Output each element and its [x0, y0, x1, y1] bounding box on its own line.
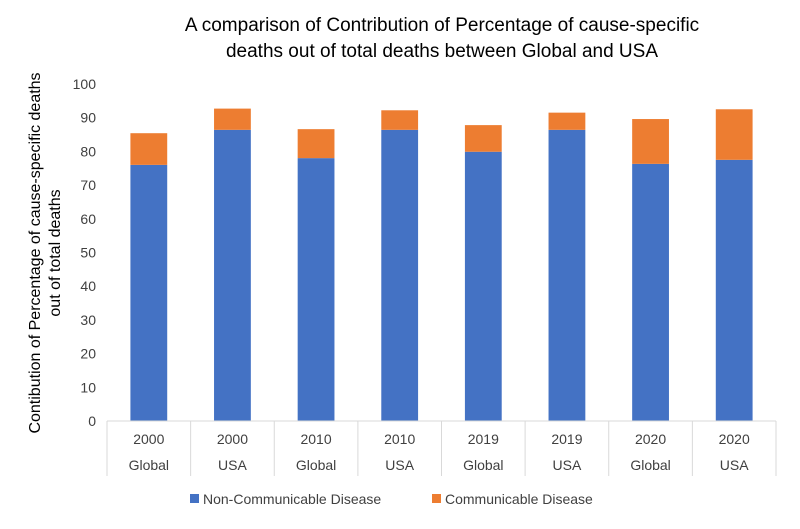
bar-non-communicable-2010-global: [297, 158, 335, 421]
x-tick-year: 2000: [133, 431, 164, 447]
x-tick-year: 2010: [384, 431, 415, 447]
bar-non-communicable-2000-usa: [214, 129, 251, 421]
y-tick-label: 0: [88, 413, 96, 429]
x-tick-year: 2019: [551, 431, 582, 447]
bar-non-communicable-2020-usa: [715, 159, 753, 421]
x-tick-region: USA: [553, 457, 582, 473]
legend-label: Communicable Disease: [445, 491, 593, 507]
y-tick-label: 80: [80, 143, 96, 159]
y-tick-label: 40: [80, 278, 96, 294]
y-axis-label-line-2: out of total deaths: [47, 189, 64, 316]
y-tick-label: 50: [80, 245, 96, 261]
x-tick-region: Global: [630, 457, 670, 473]
bar-communicable-2000-global: [130, 133, 168, 165]
bar-communicable-2019-usa: [548, 112, 586, 130]
x-tick-year: 2000: [217, 431, 248, 447]
bar-communicable-2010-usa: [381, 110, 419, 130]
chart-title-line-2: deaths out of total deaths between Globa…: [226, 41, 658, 62]
legend-label: Non-Communicable Disease: [203, 491, 381, 507]
x-tick-year: 2020: [719, 431, 750, 447]
legend-swatch: [432, 494, 441, 503]
x-tick-region: USA: [385, 457, 414, 473]
bar-non-communicable-2000-global: [130, 164, 168, 421]
bar-communicable-2020-usa: [715, 109, 753, 160]
x-tick-year: 2010: [300, 431, 331, 447]
legend-item-non-communicable: Non-Communicable Disease: [190, 491, 381, 507]
bar-communicable-2020-global: [632, 119, 669, 164]
bar-non-communicable-2020-global: [632, 163, 669, 421]
bar-non-communicable-2019-usa: [548, 129, 586, 421]
y-tick-label: 90: [80, 110, 96, 126]
y-tick-label: 10: [80, 379, 96, 395]
x-tick-year: 2019: [468, 431, 499, 447]
bar-communicable-2019-global: [464, 125, 502, 152]
y-axis-label-line-1: Contibution of Percentage of cause-speci…: [27, 72, 44, 433]
bar-non-communicable-2010-usa: [381, 129, 419, 421]
y-tick-label: 70: [80, 177, 96, 193]
y-tick-label: 20: [80, 346, 96, 362]
x-tick-region: Global: [129, 457, 169, 473]
chart-title-line-1: A comparison of Contribution of Percenta…: [185, 15, 699, 36]
x-tick-region: Global: [463, 457, 503, 473]
y-tick-label: 100: [73, 76, 97, 92]
x-tick-region: USA: [720, 457, 749, 473]
x-tick-year: 2020: [635, 431, 666, 447]
bar-non-communicable-2019-global: [464, 151, 502, 421]
y-tick-label: 30: [80, 312, 96, 328]
legend-item-communicable: Communicable Disease: [432, 491, 593, 507]
x-tick-region: Global: [296, 457, 336, 473]
y-tick-label: 60: [80, 211, 96, 227]
bar-communicable-2000-usa: [214, 108, 251, 130]
x-tick-region: USA: [218, 457, 247, 473]
bar-communicable-2010-global: [297, 129, 335, 159]
legend-swatch: [190, 494, 199, 503]
